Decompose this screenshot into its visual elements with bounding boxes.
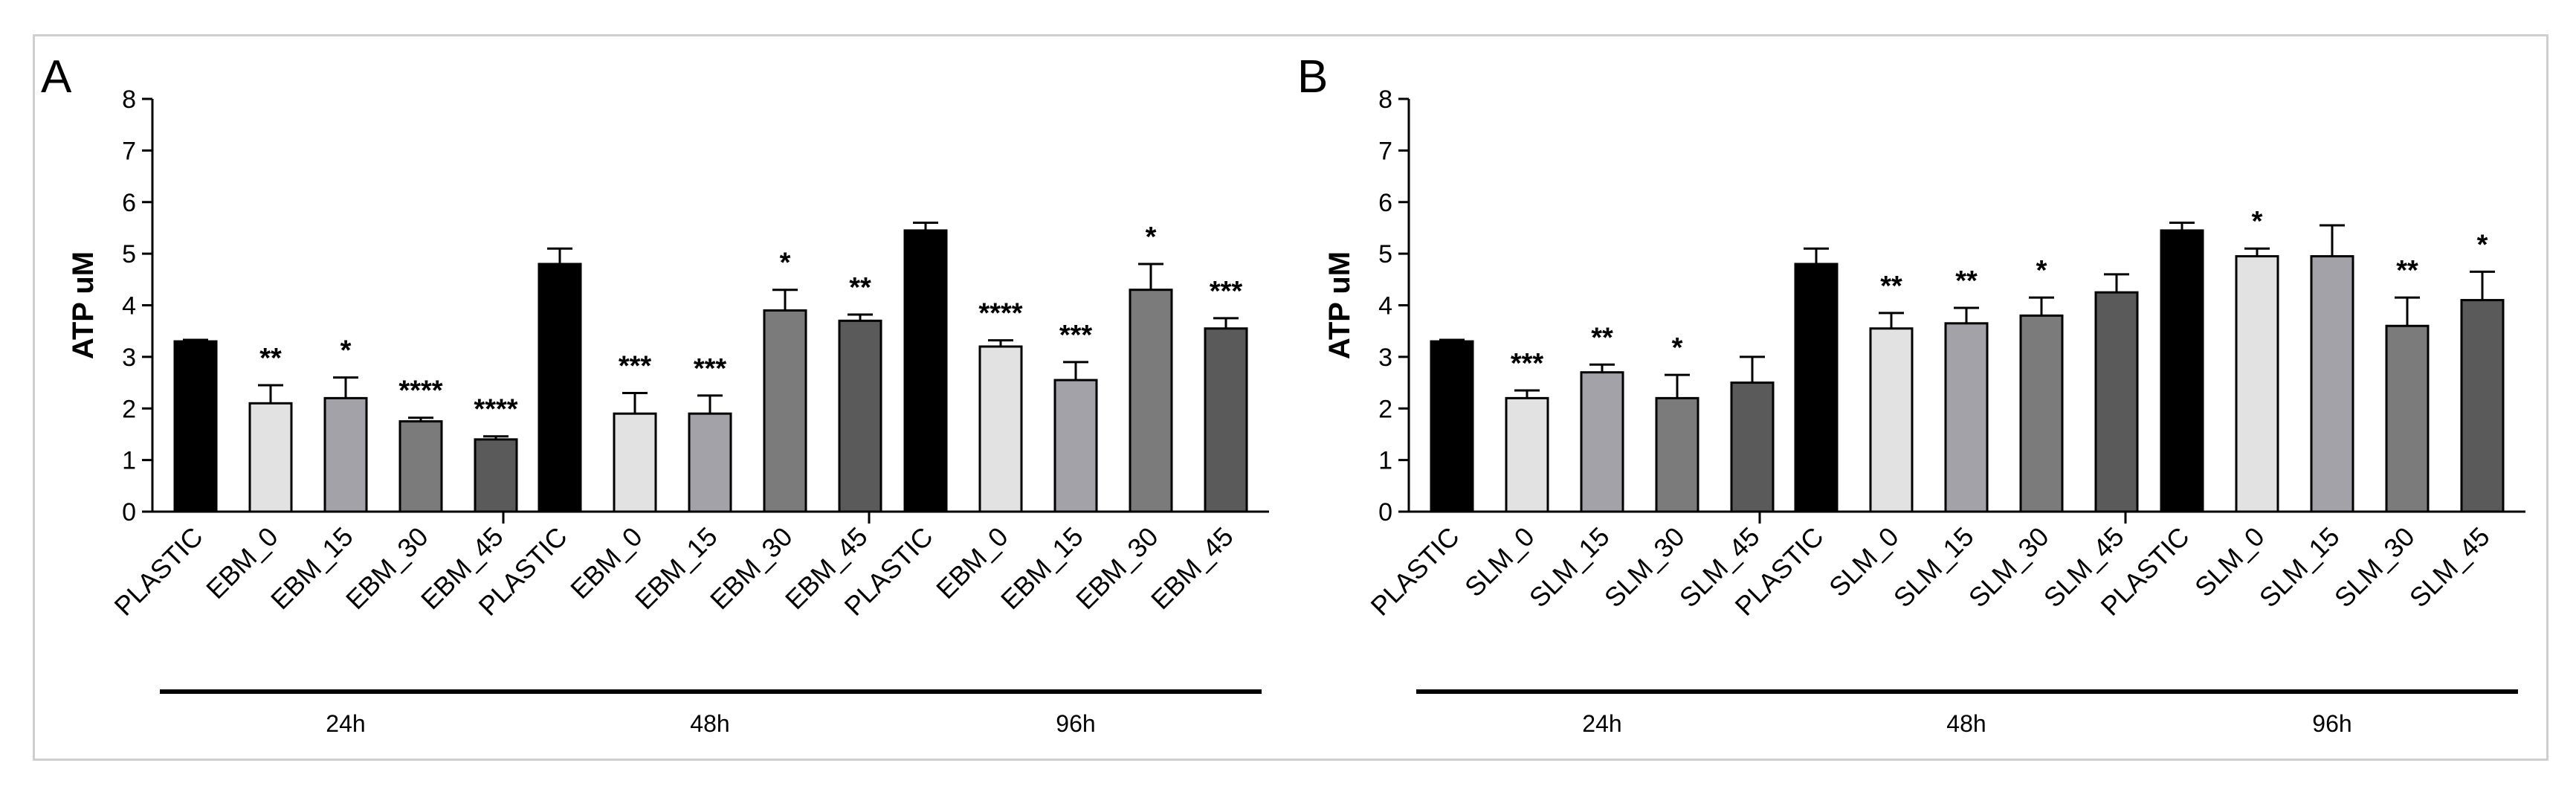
x-category-label: SLM_15 — [2253, 521, 2346, 614]
bar-slm-15 — [1580, 371, 1624, 513]
x-category-label: EBM_30 — [340, 521, 434, 616]
bar-ebm-0 — [248, 402, 293, 513]
bar-slm-45 — [2094, 291, 2139, 513]
bar-ebm-30 — [1129, 289, 1173, 513]
group-time-label: 24h — [326, 710, 365, 737]
significance-marker: * — [2036, 255, 2047, 286]
y-tick-label: 6 — [122, 189, 136, 217]
y-tick-label: 2 — [1378, 395, 1392, 423]
significance-marker: * — [1146, 222, 1157, 253]
x-category-label: SLM_45 — [2404, 521, 2496, 614]
bar-slm-15 — [1944, 322, 1989, 513]
bar-ebm-45 — [474, 438, 518, 513]
y-tick-label: 5 — [1378, 240, 1392, 268]
significance-marker: *** — [694, 353, 727, 384]
bar-ebm-15 — [323, 396, 368, 513]
y-tick-label: 1 — [1378, 447, 1392, 475]
significance-marker: *** — [1210, 276, 1243, 307]
significance-marker: * — [2477, 229, 2488, 260]
bar-slm-15 — [2310, 255, 2354, 513]
y-tick-label: 6 — [1378, 189, 1392, 217]
x-category-label: SLM_15 — [1523, 521, 1615, 614]
y-tick-label: 4 — [122, 292, 136, 321]
bar-plastic — [538, 263, 582, 513]
y-tick-label: 8 — [1378, 86, 1392, 114]
significance-marker: *** — [619, 350, 652, 381]
bar-ebm-45 — [1204, 327, 1248, 513]
significance-marker: *** — [1059, 320, 1093, 351]
group-time-label: 96h — [1056, 710, 1095, 737]
bar-slm-0 — [2235, 255, 2279, 513]
panel-letter: B — [1297, 51, 1328, 103]
x-category-label: SLM_15 — [1888, 521, 1980, 614]
y-tick-label: 7 — [122, 137, 136, 165]
y-axis-title: ATP uM — [67, 251, 100, 359]
bar-ebm-15 — [688, 412, 732, 513]
x-category-label: EBM_15 — [629, 521, 723, 616]
bar-slm-30 — [1655, 396, 1699, 513]
x-category-label: SLM_30 — [1963, 521, 2055, 614]
significance-marker: * — [340, 335, 352, 367]
y-tick-label: 8 — [122, 86, 136, 114]
bar-slm-45 — [1730, 381, 1775, 513]
y-tick-label: 3 — [122, 344, 136, 372]
significance-marker: ** — [1880, 271, 1902, 302]
y-tick-label: 2 — [122, 395, 136, 423]
bar-plastic — [1430, 340, 1474, 513]
significance-marker: **** — [398, 376, 442, 407]
bar-plastic — [1794, 263, 1839, 513]
significance-marker: ** — [2396, 255, 2418, 286]
y-tick-label: 4 — [1378, 292, 1392, 321]
y-tick-label: 5 — [122, 240, 136, 268]
group-time-label: 48h — [1946, 710, 1986, 737]
significance-marker: ** — [1955, 265, 1978, 297]
panel-letter: A — [41, 51, 72, 103]
bar-slm-0 — [1869, 327, 1914, 513]
y-tick-label: 3 — [1378, 344, 1392, 372]
x-category-label: SLM_30 — [1598, 521, 1691, 614]
bar-ebm-0 — [978, 345, 1023, 513]
x-category-label: EBM_30 — [1070, 521, 1164, 616]
x-category-label: PLASTIC — [109, 521, 209, 622]
group-time-label: 48h — [690, 710, 729, 737]
x-category-label: EBM_30 — [704, 521, 798, 616]
significance-marker: **** — [978, 298, 1022, 329]
significance-marker: ** — [259, 343, 282, 374]
group-time-label: 96h — [2312, 710, 2351, 737]
bar-ebm-0 — [613, 412, 657, 513]
bar-ebm-30 — [398, 420, 443, 513]
x-category-label: SLM_30 — [2328, 521, 2421, 614]
bar-plastic — [903, 229, 948, 513]
x-category-label: PLASTIC — [1365, 521, 1465, 622]
significance-marker: ** — [849, 272, 871, 303]
significance-marker: **** — [474, 394, 517, 425]
x-category-label: EBM_45 — [1145, 521, 1239, 616]
y-tick-label: 1 — [122, 447, 136, 475]
y-tick-label: 0 — [122, 498, 136, 527]
significance-marker: ** — [1591, 322, 1613, 353]
significance-marker: * — [1672, 332, 1683, 364]
x-category-label: EBM_15 — [995, 521, 1089, 616]
bar-plastic — [2160, 229, 2204, 513]
y-tick-label: 7 — [1378, 137, 1392, 165]
bar-ebm-15 — [1053, 379, 1098, 513]
y-axis-title: ATP uM — [1323, 251, 1356, 359]
bar-ebm-30 — [763, 309, 807, 513]
group-time-label: 24h — [1582, 710, 1621, 737]
significance-marker: * — [2252, 206, 2263, 237]
bar-plastic — [173, 340, 218, 513]
bar-slm-45 — [2460, 299, 2505, 513]
bar-slm-30 — [2019, 314, 2064, 513]
x-category-label: EBM_15 — [265, 521, 359, 616]
y-tick-label: 0 — [1378, 498, 1392, 527]
significance-marker: * — [780, 248, 791, 279]
bar-ebm-45 — [838, 319, 882, 513]
significance-marker: *** — [1511, 348, 1544, 379]
bar-slm-0 — [1505, 396, 1549, 513]
bar-slm-30 — [2385, 324, 2430, 513]
